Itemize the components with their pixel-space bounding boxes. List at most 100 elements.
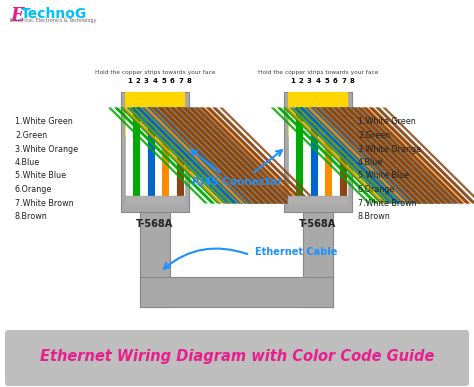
Bar [318, 107, 325, 204]
Bar [311, 107, 318, 204]
Bar [170, 107, 176, 204]
Bar [332, 107, 339, 204]
Polygon shape [177, 108, 277, 204]
Polygon shape [177, 108, 277, 204]
Bar [296, 107, 303, 204]
Bar [133, 107, 140, 204]
Bar [126, 107, 133, 204]
Polygon shape [305, 108, 405, 204]
Bar [133, 107, 140, 204]
Bar [318, 107, 325, 204]
Polygon shape [142, 108, 242, 204]
Polygon shape [278, 108, 378, 204]
Polygon shape [184, 108, 284, 204]
Polygon shape [199, 108, 299, 204]
Text: E: E [10, 7, 24, 25]
Polygon shape [200, 108, 300, 204]
Bar [311, 107, 318, 204]
Polygon shape [187, 108, 287, 204]
Polygon shape [340, 108, 440, 204]
Polygon shape [168, 108, 269, 204]
Polygon shape [128, 108, 228, 204]
Bar [289, 107, 296, 204]
Bar [133, 107, 140, 204]
Polygon shape [321, 108, 422, 204]
Polygon shape [171, 108, 271, 204]
Bar [303, 107, 310, 204]
Bar [148, 107, 155, 204]
Bar [303, 212, 333, 307]
Bar [126, 107, 133, 204]
Bar [303, 107, 310, 204]
Bar [162, 107, 169, 204]
Bar [133, 107, 140, 204]
Bar [162, 107, 169, 204]
Text: 3.White Orange: 3.White Orange [15, 144, 78, 154]
Bar [126, 107, 133, 204]
Polygon shape [296, 108, 397, 204]
Bar [148, 107, 155, 204]
Bar [332, 107, 339, 204]
Polygon shape [157, 108, 257, 204]
Bar [126, 107, 133, 204]
Bar [170, 107, 176, 204]
Polygon shape [348, 108, 449, 204]
Polygon shape [334, 108, 434, 204]
Bar [148, 107, 155, 204]
Polygon shape [340, 108, 440, 204]
Polygon shape [171, 108, 271, 204]
Polygon shape [364, 108, 465, 204]
Polygon shape [315, 108, 415, 204]
Text: Electrical, Electronics & Technology: Electrical, Electronics & Technology [10, 18, 97, 23]
Bar [177, 107, 184, 204]
Polygon shape [189, 108, 289, 204]
Polygon shape [149, 108, 249, 204]
Bar [155, 107, 162, 204]
Bar [303, 107, 310, 204]
Text: 6: 6 [170, 78, 174, 84]
Polygon shape [362, 108, 462, 204]
Bar [133, 107, 140, 204]
Polygon shape [166, 108, 266, 204]
Bar [170, 107, 176, 204]
Polygon shape [344, 108, 444, 204]
Polygon shape [310, 108, 410, 204]
Bar [148, 107, 155, 204]
Polygon shape [195, 108, 295, 204]
Text: 1.White Green: 1.White Green [358, 118, 416, 127]
Polygon shape [183, 108, 283, 204]
Bar [296, 107, 303, 204]
Polygon shape [175, 108, 276, 204]
Text: 8: 8 [350, 78, 355, 84]
Polygon shape [368, 108, 468, 204]
Polygon shape [137, 108, 237, 204]
Polygon shape [361, 108, 461, 204]
Bar [303, 107, 310, 204]
Polygon shape [326, 108, 426, 204]
Bar [155, 107, 162, 204]
Bar [332, 107, 339, 204]
Text: 8.Brown: 8.Brown [15, 212, 48, 221]
Polygon shape [284, 108, 384, 204]
Bar [140, 107, 147, 204]
Text: 4: 4 [153, 78, 157, 84]
Polygon shape [185, 108, 286, 204]
Polygon shape [143, 108, 243, 204]
Polygon shape [150, 108, 251, 204]
Bar [170, 107, 176, 204]
Bar [162, 107, 169, 204]
Bar [303, 107, 310, 204]
Polygon shape [338, 108, 439, 204]
Bar [332, 107, 339, 204]
Bar [140, 212, 170, 307]
Polygon shape [194, 108, 294, 204]
Text: T-568A: T-568A [300, 219, 337, 229]
Bar [177, 107, 184, 204]
Bar [296, 107, 303, 204]
Polygon shape [383, 108, 474, 204]
Bar [296, 107, 303, 204]
Polygon shape [181, 108, 281, 204]
Polygon shape [162, 108, 263, 204]
Polygon shape [332, 108, 433, 204]
Bar [325, 107, 332, 204]
